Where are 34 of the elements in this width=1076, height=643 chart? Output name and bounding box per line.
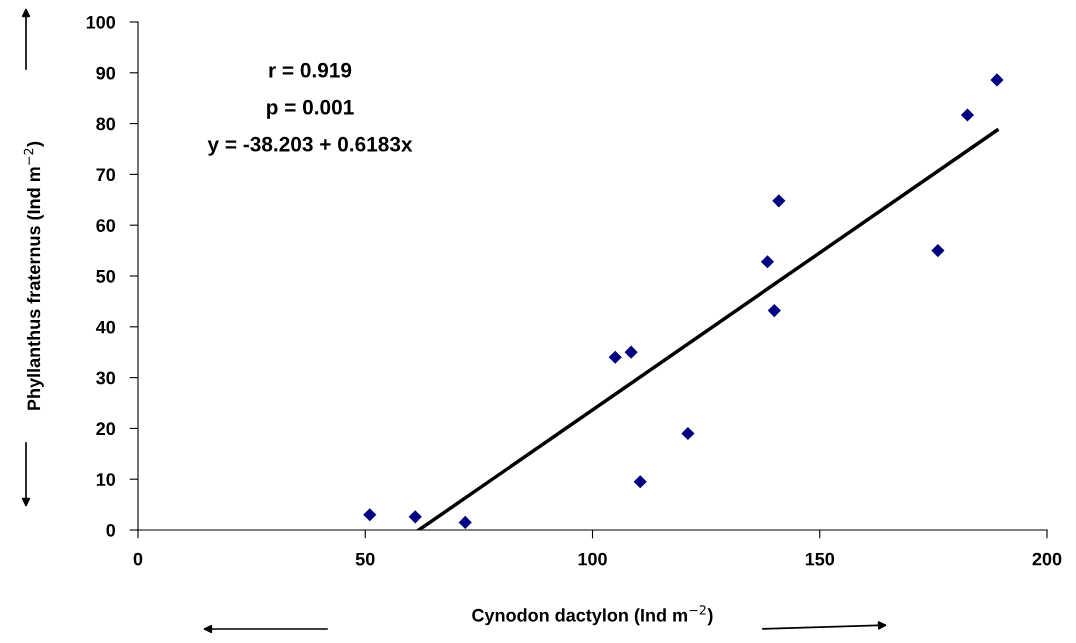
y-tick-label: 40 <box>95 320 116 334</box>
x-tick-label: 50 <box>355 552 375 566</box>
point <box>408 510 422 524</box>
y-tick-label: 70 <box>96 168 116 182</box>
y-tick-label: 0 <box>106 523 116 537</box>
point <box>772 194 786 208</box>
point <box>960 108 975 122</box>
point <box>633 475 647 489</box>
point <box>767 303 781 318</box>
y-tick-label: 30 <box>96 371 116 385</box>
x-tick-label: 100 <box>578 552 607 566</box>
y-tick-label: 90 <box>96 66 116 80</box>
x-tick-label: 150 <box>805 552 835 566</box>
point <box>760 255 775 269</box>
x-tick-label: 0 <box>133 552 143 566</box>
y-tick-label: 60 <box>96 219 116 232</box>
y-tick-label: 100 <box>86 15 116 29</box>
x-tick-label: 200 <box>1032 552 1062 566</box>
annotation: y = -38.203 + 0.6183x <box>207 136 413 156</box>
x-axis-title: Cynodon dactylon (Ind m$^{−2}$) <box>472 605 713 626</box>
y-axis-title: Phyllanthus fraternus (Ind m$^{−2}$) <box>23 141 44 410</box>
y-tick-label: 20 <box>96 422 116 436</box>
y-tick-label: 50 <box>96 269 116 283</box>
point <box>624 345 638 359</box>
annotation: p = 0.001 <box>267 99 354 119</box>
annotation: r = 0.919 <box>269 62 352 78</box>
point <box>608 350 622 364</box>
point <box>458 515 472 529</box>
point <box>990 73 1004 87</box>
point <box>931 244 945 258</box>
y-tick-label: 10 <box>96 473 116 486</box>
point <box>363 508 377 522</box>
y-tick-label: 80 <box>96 117 116 131</box>
point <box>681 426 695 441</box>
